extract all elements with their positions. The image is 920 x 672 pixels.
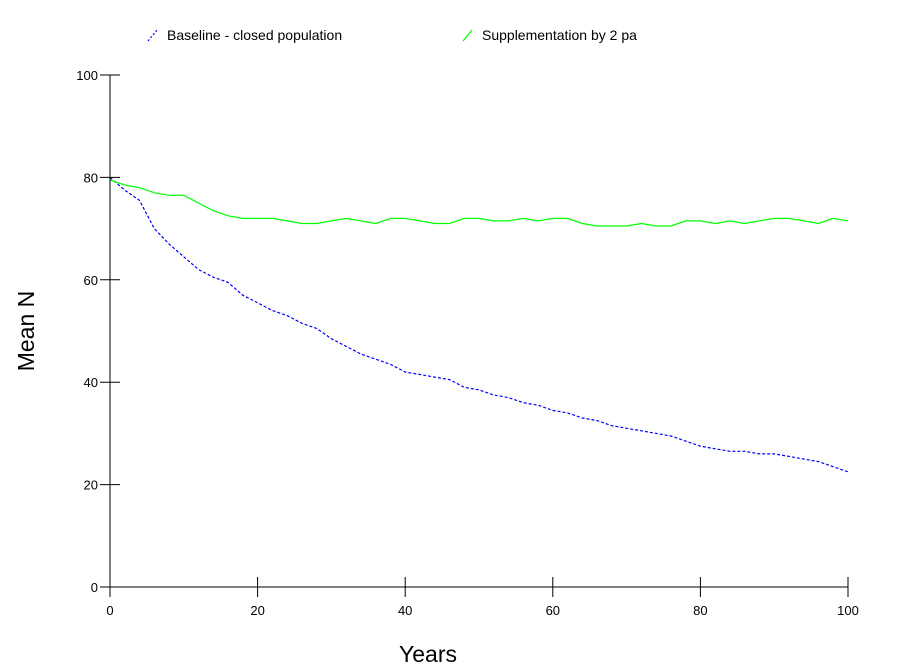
x-tick-label: 60 — [546, 603, 560, 618]
series-layer — [109, 176, 849, 473]
y-tick-label: 100 — [76, 68, 98, 83]
x-tick-label: 20 — [250, 603, 264, 618]
legend-label: Supplementation by 2 pa — [482, 27, 637, 43]
y-tick-label: 60 — [84, 273, 98, 288]
y-tick-label: 0 — [91, 580, 98, 595]
y-tick-label: 20 — [84, 478, 98, 493]
y-tick-label: 40 — [84, 375, 98, 390]
y-tick-label: 80 — [84, 170, 98, 185]
legend: Baseline - closed population Supplementat… — [147, 27, 637, 43]
y-axis-title: Mean N — [13, 291, 39, 372]
x-tick-label: 80 — [693, 603, 707, 618]
x-tick-label: 40 — [398, 603, 412, 618]
legend-swatch — [147, 29, 158, 42]
ticks: 0 20 40 60 80 100 0 20 40 60 80 100 — [76, 68, 859, 618]
series-line-2 — [109, 179, 849, 227]
legend-label: Baseline - closed population — [167, 27, 342, 43]
axes — [109, 75, 848, 588]
x-tick-label: 100 — [837, 603, 859, 618]
legend-swatch — [462, 29, 473, 42]
x-tick-label: 0 — [106, 603, 113, 618]
x-axis-title: Years — [399, 641, 457, 667]
series-line-1 — [109, 176, 849, 473]
